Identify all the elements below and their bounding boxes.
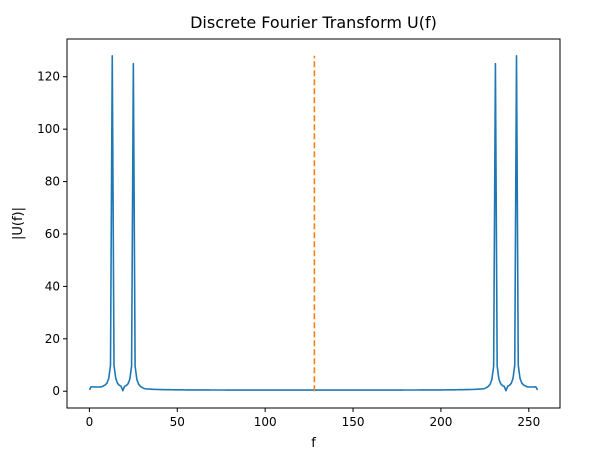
x-tick-label: 50	[170, 415, 185, 429]
y-tick-label: 40	[45, 279, 60, 293]
plot-frame	[66, 38, 561, 409]
y-axis-label: |U(f)|	[11, 207, 26, 240]
x-tick-label: 150	[342, 415, 365, 429]
y-tick-label: 100	[37, 122, 60, 136]
x-axis-label: f	[311, 436, 316, 451]
y-tick-label: 120	[37, 70, 60, 84]
y-tick-label: 80	[45, 175, 60, 189]
x-tick-label: 0	[86, 415, 94, 429]
x-ticks: 0 50 100 150 200 250	[86, 408, 540, 429]
chart-title: Discrete Fourier Transform U(f)	[190, 13, 437, 32]
series	[88, 54, 539, 392]
y-tick-label: 0	[52, 384, 60, 398]
y-ticks: 0 20 40 60 80 100 120	[37, 70, 67, 398]
y-tick-label: 20	[45, 332, 60, 346]
x-tick-label: 100	[254, 415, 277, 429]
spectrum-line	[88, 54, 539, 392]
x-tick-label: 200	[429, 415, 452, 429]
x-tick-label: 250	[517, 415, 540, 429]
y-tick-label: 60	[45, 227, 60, 241]
